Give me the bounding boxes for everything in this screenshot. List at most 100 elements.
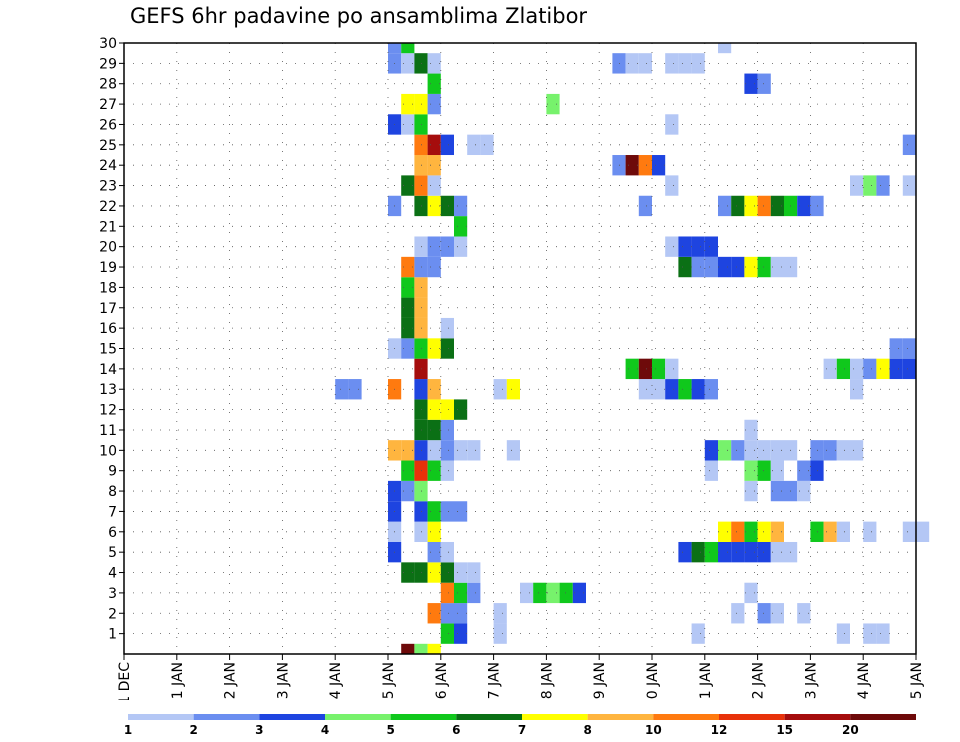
colorbar-label: 4 — [321, 723, 329, 737]
y-tick-label: 9 — [108, 464, 117, 480]
heatmap-cell — [401, 460, 415, 481]
heatmap-cell — [757, 256, 771, 278]
y-tick-label: 29 — [99, 56, 117, 72]
heatmap-cell — [401, 277, 415, 298]
x-tick-label: 01 JAN — [170, 662, 186, 700]
heatmap-cell — [493, 603, 507, 624]
heatmap-cell — [427, 73, 441, 94]
x-tick-label: 14 JAN — [856, 662, 872, 700]
heatmap-cell — [691, 236, 705, 257]
heatmap-cell — [916, 521, 930, 542]
heatmap-cell — [718, 256, 732, 278]
heatmap-cell — [850, 440, 864, 461]
heatmap-cell — [427, 643, 441, 654]
heatmap-cell — [770, 480, 784, 502]
heatmap-cell — [414, 643, 428, 654]
heatmap-cell — [718, 521, 732, 542]
heatmap-cell — [744, 73, 758, 94]
y-tick-label: 26 — [99, 117, 117, 133]
heatmap-cell — [757, 541, 771, 563]
heatmap-cell — [427, 541, 441, 563]
heatmap-cell — [401, 114, 415, 135]
x-tick-label: 08 JAN — [539, 662, 555, 700]
y-tick-label: 18 — [99, 280, 117, 296]
heatmap-cell — [691, 256, 705, 278]
heatmap-cell — [850, 358, 864, 380]
colorbar-swatch — [193, 714, 260, 720]
heatmap-cell — [401, 256, 415, 278]
heatmap-cell — [454, 216, 468, 237]
heatmap-cell — [638, 195, 652, 217]
chart-title: GEFS 6hr padavine po ansamblima Zlatibor — [130, 4, 588, 28]
heatmap-cell — [652, 379, 666, 400]
heatmap-cell — [652, 155, 666, 176]
heatmap-cell — [427, 134, 441, 156]
y-tick-label: 23 — [99, 179, 117, 195]
heatmap-cell — [440, 460, 454, 481]
heatmap-cell — [704, 460, 718, 481]
heatmap-cell — [480, 134, 494, 156]
heatmap-cell — [836, 358, 850, 380]
heatmap-cell — [348, 379, 362, 400]
x-axis: 31 DEC 01 JAN 02 JAN 03 JAN 04 JAN 05 JAN 06 J… — [117, 654, 925, 700]
heatmap-cell — [401, 562, 415, 583]
heatmap-cell — [889, 338, 903, 359]
heatmap-cell — [665, 236, 679, 257]
heatmap-cell — [388, 43, 402, 54]
colorbar-swatch — [390, 714, 457, 720]
heatmap-cell — [546, 582, 560, 604]
y-tick-label: 14 — [99, 362, 117, 378]
x-tick-label: 15 JAN — [909, 662, 925, 700]
heatmap-cell — [401, 175, 415, 196]
heatmap-cell — [427, 175, 441, 196]
heatmap-cell — [678, 541, 692, 563]
y-tick-label: 13 — [99, 382, 117, 398]
colorbar-swatch — [325, 714, 391, 720]
heatmap-cell — [401, 643, 415, 654]
colorbar-swatch — [784, 714, 851, 720]
heatmap-cell — [863, 521, 877, 542]
heatmap-cell — [665, 175, 679, 196]
colorbar-label: 5 — [386, 723, 394, 737]
heatmap-cell — [744, 460, 758, 481]
heatmap-cell — [836, 521, 850, 542]
heatmap-cell — [757, 460, 771, 481]
heatmap-cell — [731, 521, 745, 542]
heatmap-cell — [454, 236, 468, 257]
y-tick-label: 15 — [99, 342, 117, 358]
colorbar-label: 8 — [583, 723, 591, 737]
heatmap-cell — [440, 419, 454, 441]
heatmap-cell — [731, 440, 745, 461]
precipitation-heatmap: 1234567891011121314151617181920212223242… — [99, 36, 930, 700]
heatmap-cell — [718, 440, 732, 461]
heatmap-cell — [850, 379, 864, 400]
heatmap-cell — [401, 93, 415, 115]
heatmap-cell — [493, 379, 507, 400]
y-tick-label: 6 — [108, 525, 117, 541]
heatmap-cells — [335, 43, 930, 654]
x-tick-label: 02 JAN — [223, 662, 239, 700]
heatmap-cell — [401, 317, 415, 339]
heatmap-cell — [704, 379, 718, 400]
heatmap-cell — [427, 521, 441, 542]
colorbar-swatch — [259, 714, 325, 720]
heatmap-cell — [454, 603, 468, 624]
heatmap-cell — [467, 562, 481, 583]
heatmap-cell — [744, 521, 758, 542]
y-tick-label: 20 — [99, 240, 117, 256]
colorbar-label: 20 — [842, 723, 859, 737]
heatmap-cell — [427, 379, 441, 400]
heatmap-cell — [625, 53, 639, 74]
colorbar-label: 7 — [518, 723, 526, 737]
heatmap-cell — [823, 521, 837, 542]
heatmap-cell — [427, 562, 441, 583]
x-tick-label: 04 JAN — [328, 662, 344, 700]
x-tick-label: 06 JAN — [434, 662, 450, 700]
y-tick-label: 3 — [108, 586, 117, 602]
x-tick-label: 10 JAN — [645, 662, 661, 700]
y-tick-label: 4 — [108, 566, 117, 582]
heatmap-cell — [454, 623, 468, 644]
x-tick-label: 11 JAN — [698, 662, 714, 700]
heatmap-cell — [401, 440, 415, 461]
heatmap-cell — [440, 440, 454, 461]
